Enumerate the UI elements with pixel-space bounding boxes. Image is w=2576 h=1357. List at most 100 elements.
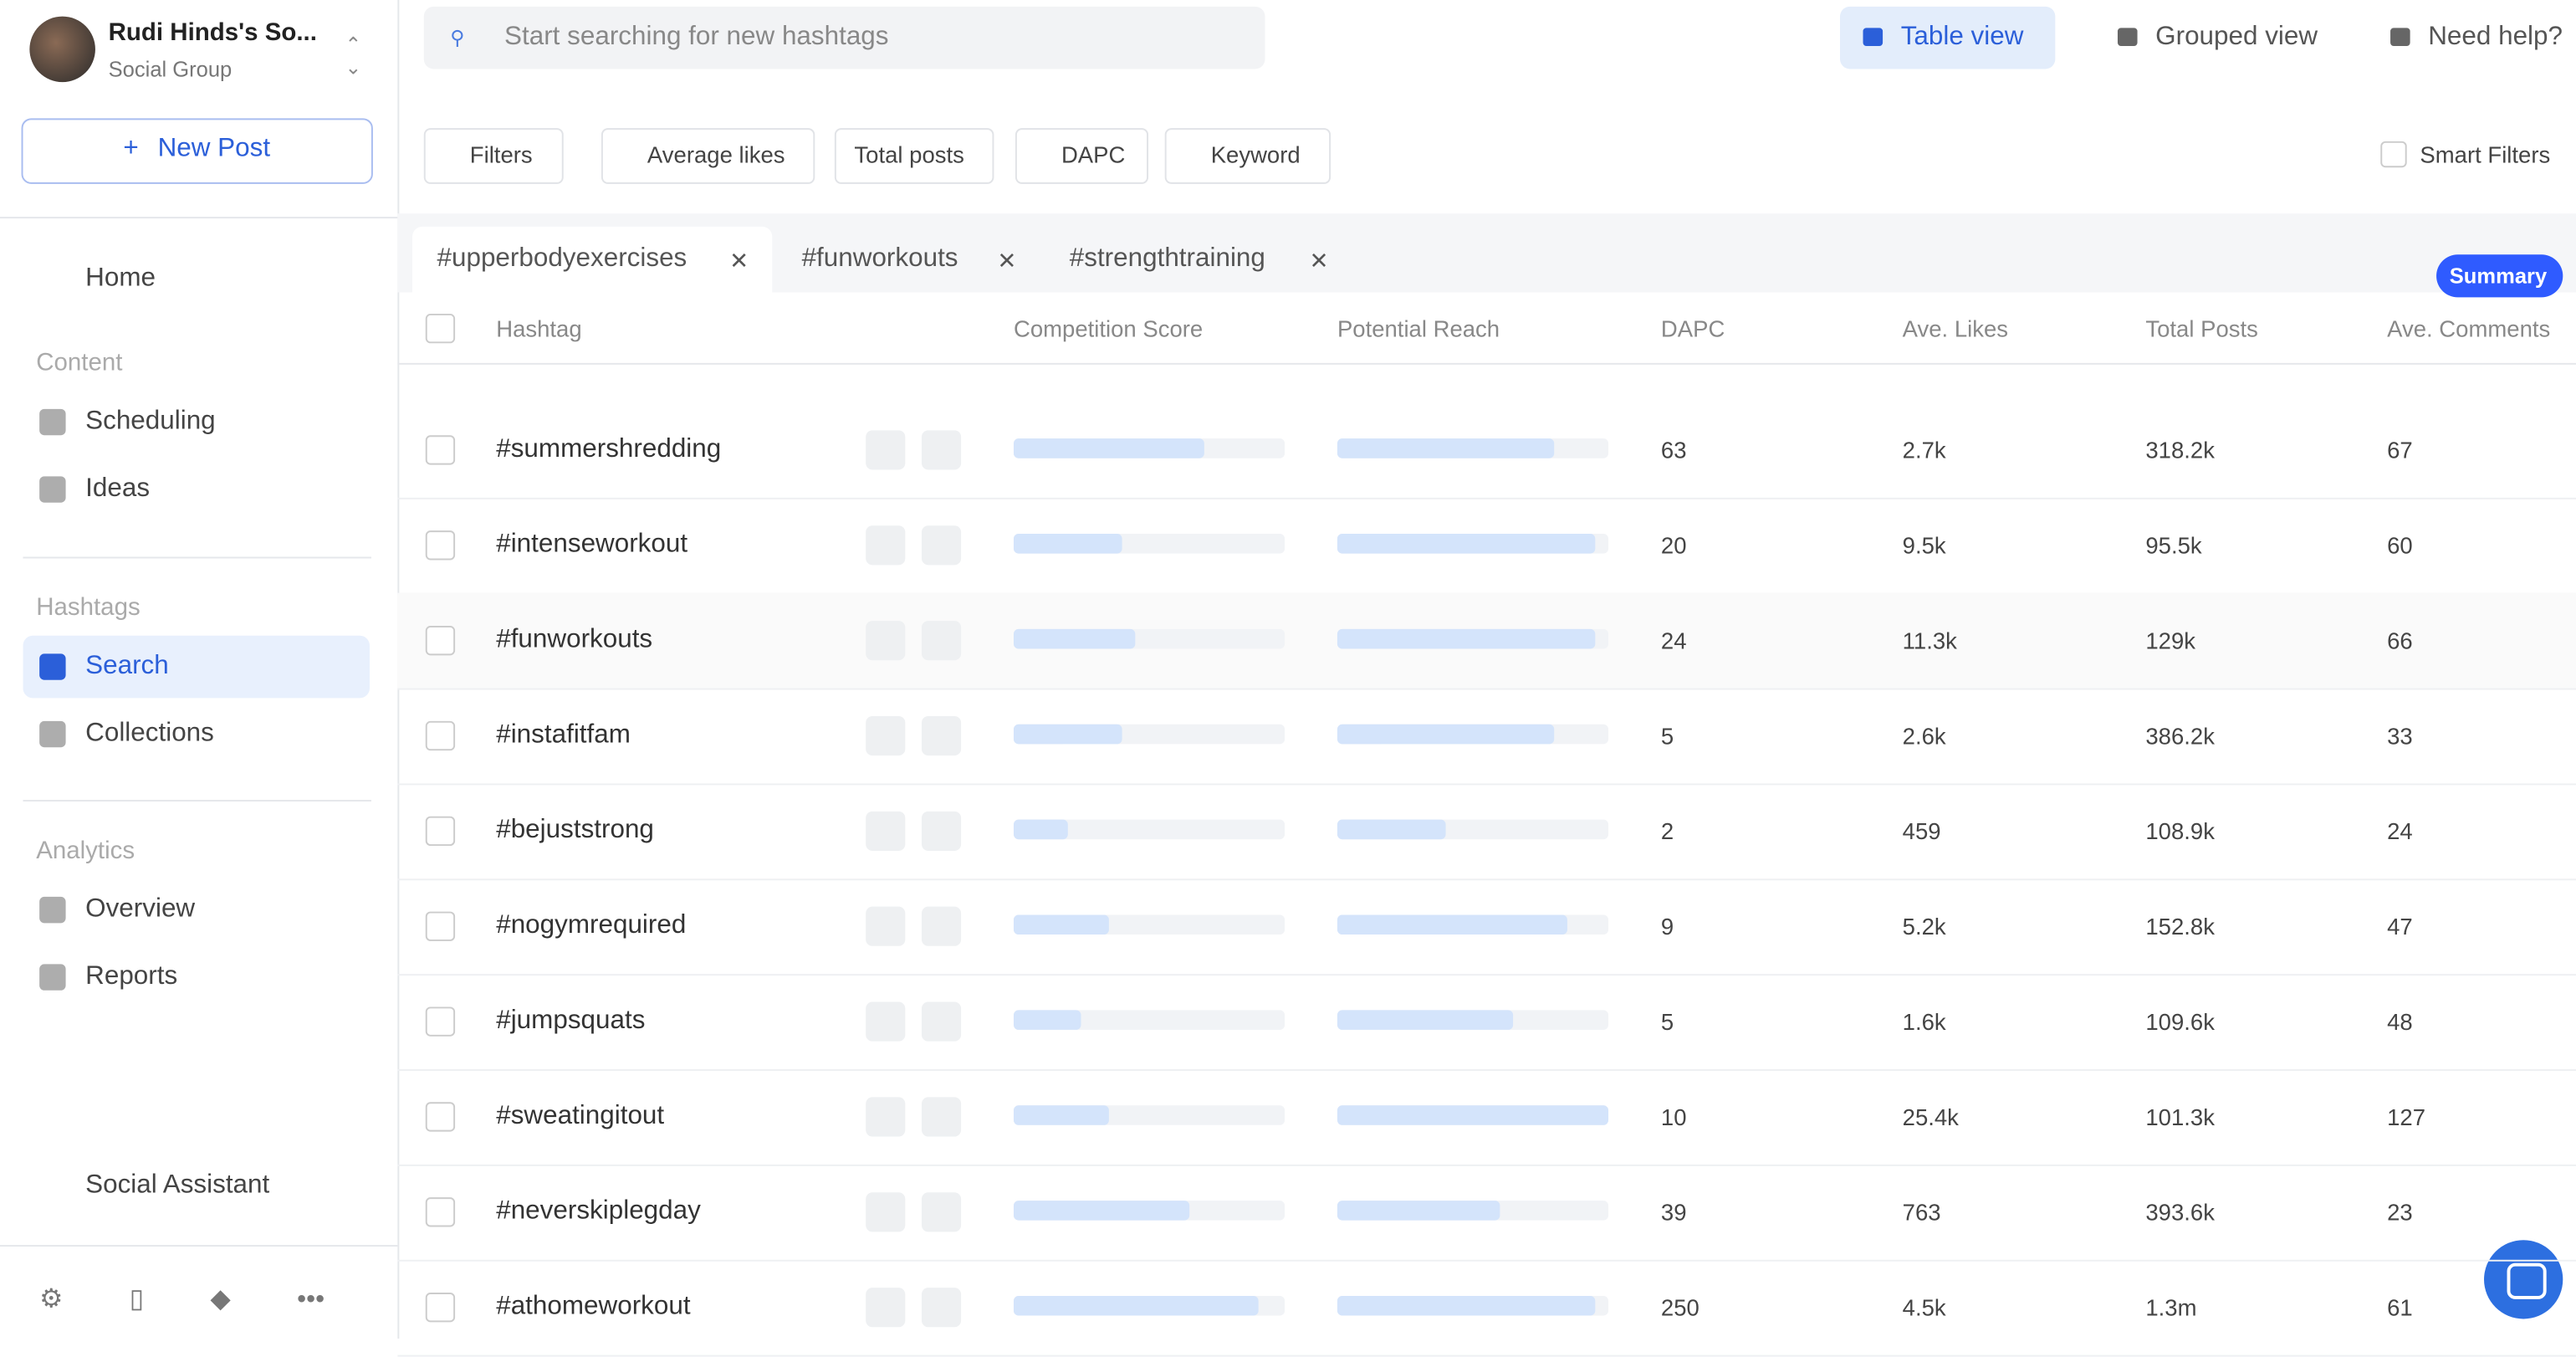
- more-action[interactable]: [921, 1288, 962, 1328]
- cell: 108.9k: [2145, 817, 2215, 845]
- hashtag[interactable]: #athomeworkout: [496, 1293, 691, 1321]
- cell: 20: [1660, 532, 1687, 559]
- search-action[interactable]: [866, 621, 906, 661]
- summary-label[interactable]: Summary: [2449, 264, 2548, 289]
- tab-label[interactable]: #strengthtraining: [1069, 244, 1265, 273]
- search-action[interactable]: [866, 1288, 906, 1328]
- search-action[interactable]: [866, 430, 906, 470]
- column-header[interactable]: Ave. Likes: [1902, 315, 2009, 342]
- nav-heading: Content: [36, 349, 123, 377]
- filter-button[interactable]: [423, 128, 564, 184]
- hashtag[interactable]: #intenseworkout: [496, 530, 688, 559]
- checkbox[interactable]: [425, 1293, 456, 1323]
- bar-fill: [1337, 628, 1595, 649]
- column-header[interactable]: Ave. Comments: [2387, 315, 2551, 342]
- hashtag[interactable]: #summershredding: [496, 435, 722, 463]
- column-header[interactable]: DAPC: [1660, 315, 1725, 342]
- cell: 101.3k: [2145, 1104, 2215, 1130]
- tab-label[interactable]: #upperbodyexercises: [437, 244, 687, 273]
- nav-item[interactable]: Social Assistant: [85, 1170, 270, 1200]
- tab-label[interactable]: #funworkouts: [801, 244, 958, 273]
- hashtag[interactable]: #funworkouts: [496, 625, 653, 654]
- tab-close[interactable]: ✕: [997, 247, 1017, 274]
- column-header[interactable]: Potential Reach: [1337, 315, 1500, 342]
- filter-button[interactable]: [834, 128, 994, 184]
- search-action[interactable]: [866, 1001, 906, 1042]
- hashtag[interactable]: #sweatingitout: [496, 1102, 665, 1130]
- bar-track: [1013, 1010, 1285, 1030]
- search-action[interactable]: [866, 1192, 906, 1232]
- search-action[interactable]: [866, 811, 906, 851]
- nav-item[interactable]: Search: [85, 652, 169, 680]
- nav-item[interactable]: Home: [85, 264, 156, 293]
- checkbox[interactable]: [425, 1006, 456, 1037]
- nav-item[interactable]: Overview: [85, 894, 196, 924]
- hashtag[interactable]: #neverskiplegday: [496, 1197, 701, 1226]
- search-box[interactable]: [423, 6, 1265, 69]
- checkbox[interactable]: [425, 1197, 456, 1227]
- more-action[interactable]: [921, 811, 962, 851]
- column-header[interactable]: Competition Score: [1013, 315, 1204, 342]
- smart-filters-checkbox[interactable]: [2380, 141, 2407, 168]
- checkbox[interactable]: [425, 625, 456, 656]
- search-action[interactable]: [866, 906, 906, 946]
- active-tab[interactable]: [412, 226, 773, 293]
- nav-icon: [39, 476, 66, 503]
- cell: 5: [1660, 722, 1674, 750]
- tab-close[interactable]: ✕: [1309, 247, 1329, 274]
- checkbox[interactable]: [425, 313, 456, 344]
- chat-button[interactable]: [2484, 1240, 2563, 1319]
- more-action[interactable]: [921, 715, 962, 756]
- nav-item[interactable]: Ideas: [85, 474, 151, 503]
- search-placeholder[interactable]: Start searching for new hashtags: [504, 23, 889, 51]
- hashtag[interactable]: #bejuststrong: [496, 816, 654, 845]
- more-action[interactable]: [921, 1001, 962, 1042]
- bottom-icons[interactable]: ⚙ ▯ ◆ •••: [39, 1286, 325, 1314]
- more-action[interactable]: [921, 525, 962, 566]
- cell: 4.5k: [1902, 1294, 1946, 1321]
- view-button[interactable]: Table view: [1900, 23, 2024, 51]
- view-button[interactable]: Need help?: [2428, 23, 2563, 51]
- more-action[interactable]: [921, 430, 962, 470]
- avatar[interactable]: [29, 16, 95, 83]
- search-action[interactable]: [866, 525, 906, 566]
- search-action[interactable]: [866, 715, 906, 756]
- bar-fill: [1013, 628, 1136, 649]
- smart-filters-label[interactable]: Smart Filters: [2420, 141, 2551, 168]
- checkbox[interactable]: [425, 435, 456, 465]
- checkbox[interactable]: [425, 816, 456, 847]
- view-button[interactable]: Grouped view: [2155, 23, 2318, 51]
- checkbox[interactable]: [425, 720, 456, 751]
- hashtag[interactable]: #jumpsquats: [496, 1006, 646, 1035]
- checkbox[interactable]: [425, 530, 456, 561]
- tab-close[interactable]: ✕: [729, 247, 749, 274]
- bar-fill: [1013, 1295, 1258, 1316]
- new-post-label[interactable]: New Post: [157, 134, 271, 163]
- new-post-button[interactable]: [21, 118, 373, 184]
- column-header[interactable]: Hashtag: [496, 315, 582, 342]
- nav-item[interactable]: Collections: [85, 719, 214, 748]
- more-action[interactable]: [921, 906, 962, 946]
- more-action[interactable]: [921, 621, 962, 661]
- cell: 2.7k: [1902, 437, 1946, 463]
- hashtag[interactable]: #instafitfam: [496, 720, 631, 750]
- filter-label: Filters: [469, 141, 533, 168]
- more-action[interactable]: [921, 1097, 962, 1137]
- checkbox[interactable]: [425, 911, 456, 941]
- account-switch[interactable]: ⌃ ⌄: [345, 33, 362, 79]
- nav-item[interactable]: Scheduling: [85, 407, 216, 436]
- cell: 63: [1660, 437, 1687, 463]
- search-action[interactable]: [866, 1097, 906, 1137]
- column-header[interactable]: Total Posts: [2145, 315, 2258, 342]
- filter-button[interactable]: [1164, 128, 1331, 184]
- filter-button[interactable]: [1015, 128, 1149, 184]
- cell: 67: [2387, 437, 2413, 463]
- filter-button[interactable]: [601, 128, 815, 184]
- summary-pill[interactable]: [2436, 254, 2563, 298]
- more-action[interactable]: [921, 1192, 962, 1232]
- hashtag[interactable]: #nogymrequired: [496, 911, 687, 940]
- nav-heading: Hashtags: [36, 593, 141, 622]
- checkbox[interactable]: [425, 1102, 456, 1132]
- nav-item[interactable]: Reports: [85, 962, 178, 991]
- cell: 5.2k: [1902, 913, 1946, 940]
